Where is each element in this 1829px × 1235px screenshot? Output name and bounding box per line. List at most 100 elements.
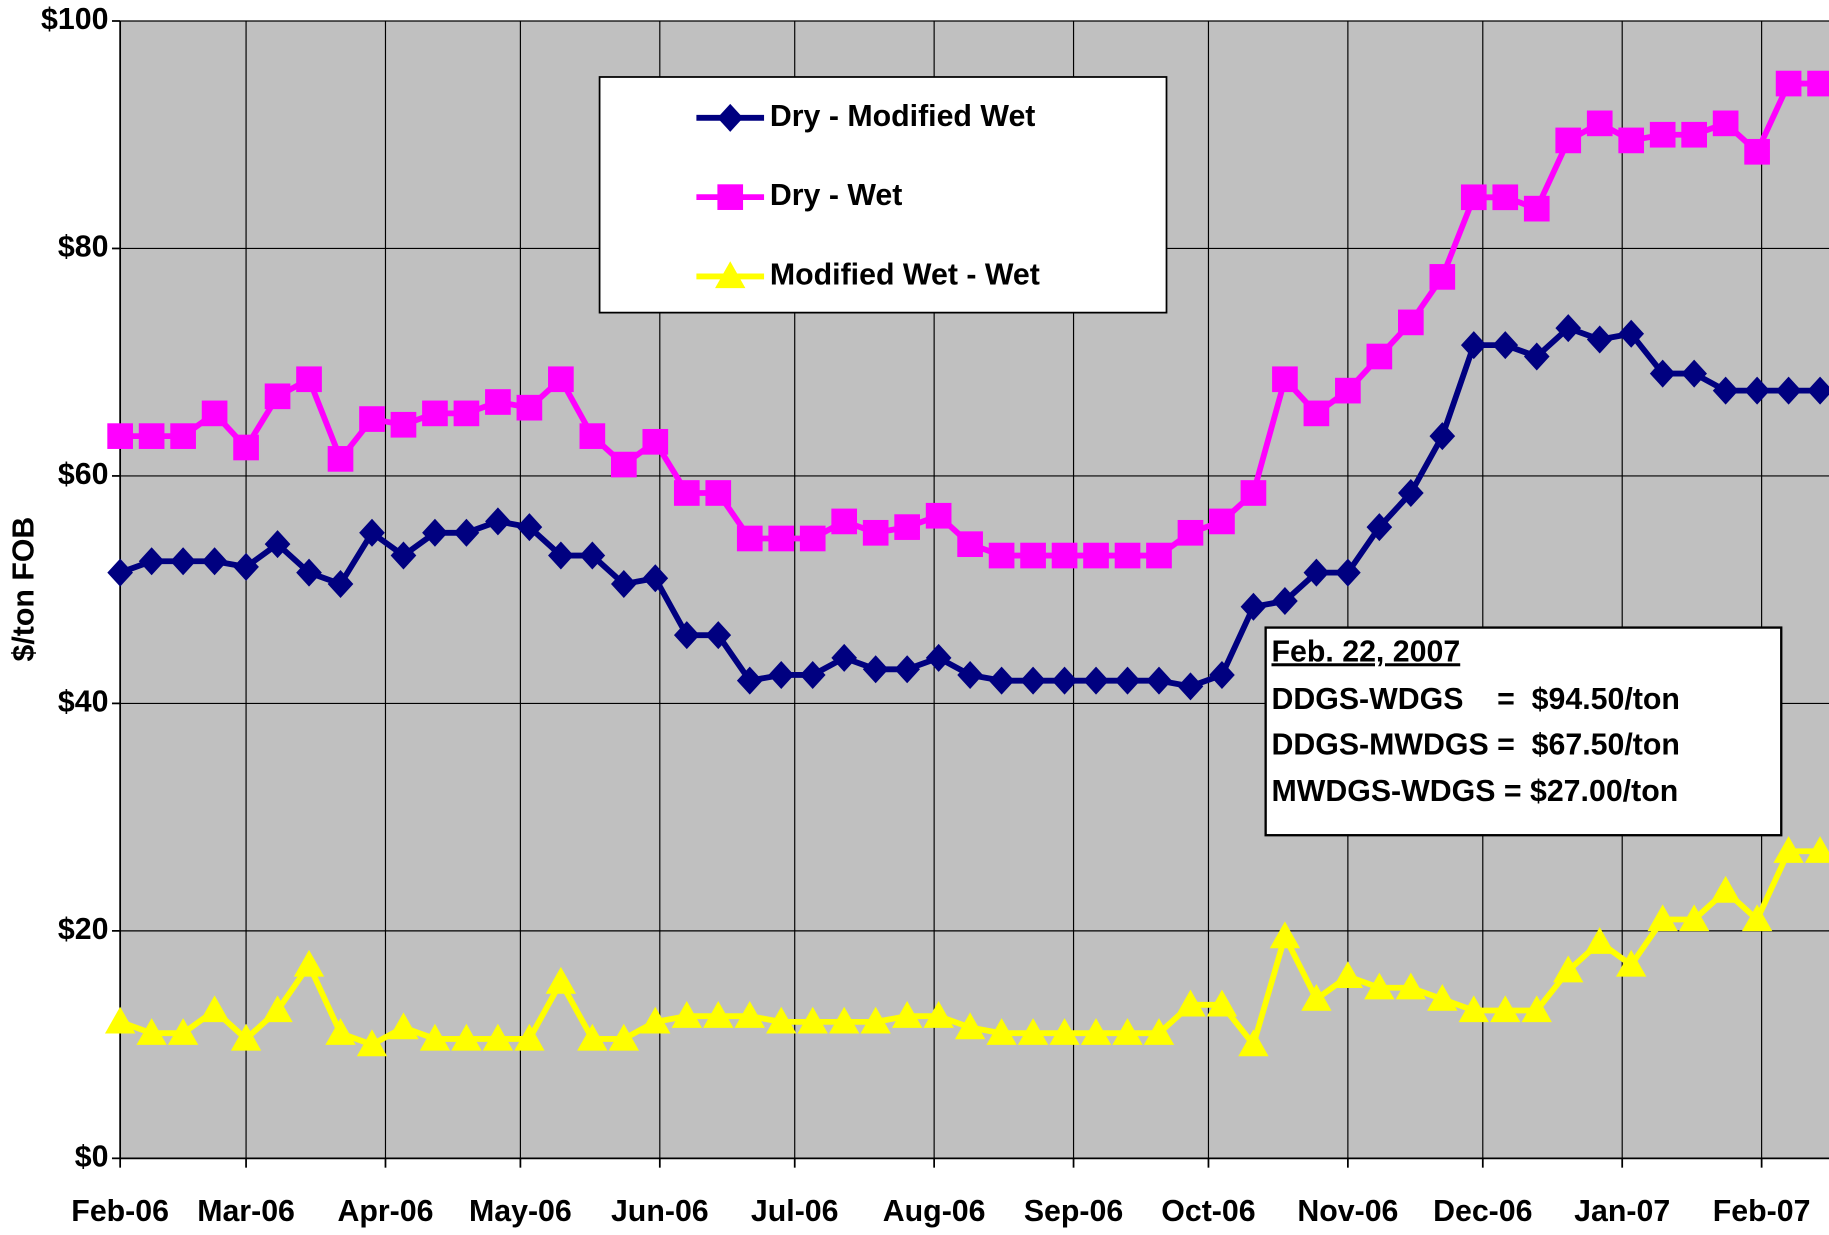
- marker: [640, 1006, 671, 1034]
- marker: [862, 655, 889, 684]
- marker: [359, 518, 385, 547]
- marker: [1335, 377, 1361, 404]
- marker: [325, 1018, 356, 1045]
- marker: [1272, 366, 1298, 393]
- marker: [986, 1018, 1017, 1045]
- x-tick-label: Sep-06: [1024, 1195, 1123, 1228]
- marker: [1017, 1018, 1049, 1045]
- marker: [1364, 972, 1395, 1000]
- marker: [1143, 1018, 1175, 1045]
- marker: [1240, 592, 1267, 621]
- marker: [1586, 110, 1613, 137]
- legend-box: [598, 76, 1168, 314]
- marker: [1332, 961, 1364, 989]
- marker: [799, 525, 826, 552]
- marker: [233, 434, 259, 461]
- marker: [766, 1006, 797, 1034]
- annotation-box: [1264, 626, 1783, 837]
- marker: [1209, 660, 1235, 689]
- marker: [262, 995, 293, 1023]
- marker: [579, 423, 606, 449]
- marker: [1020, 542, 1046, 569]
- marker: [831, 643, 858, 672]
- marker: [1804, 836, 1829, 863]
- y-tick-label: $60: [58, 458, 109, 491]
- marker: [1744, 138, 1770, 165]
- marker: [104, 1006, 136, 1034]
- marker: [608, 1023, 639, 1051]
- marker: [1555, 314, 1582, 343]
- marker: [1807, 70, 1829, 97]
- x-tick-label: Feb-07: [1713, 1195, 1811, 1228]
- x-tick-label: Apr-06: [337, 1195, 433, 1228]
- y-tick-label: $0: [75, 1140, 109, 1173]
- marker: [673, 480, 700, 506]
- marker: [671, 1001, 702, 1028]
- marker: [1080, 1018, 1112, 1045]
- marker: [327, 446, 354, 472]
- marker: [167, 1018, 199, 1045]
- marker: [514, 1023, 545, 1051]
- marker: [925, 502, 952, 529]
- marker: [138, 423, 165, 449]
- marker: [1206, 989, 1238, 1017]
- marker: [1146, 542, 1172, 569]
- marker: [736, 525, 763, 552]
- annotation-line: DDGS-WDGS = $94.50/ton: [1271, 683, 1679, 716]
- marker: [1114, 666, 1141, 695]
- marker: [1681, 359, 1707, 388]
- marker: [1301, 983, 1332, 1011]
- marker: [1114, 542, 1141, 569]
- marker: [1209, 508, 1235, 535]
- annotation-line: DDGS-MWDGS = $67.50/ton: [1271, 729, 1679, 762]
- x-tick-label: Jul-06: [751, 1195, 839, 1228]
- chart-body: Dry - Modified Wet Dry - Wet Modified Wet …: [8, 3, 1829, 1228]
- marker: [264, 383, 291, 410]
- x-tick-label: Jun-06: [611, 1195, 709, 1228]
- marker: [545, 966, 577, 994]
- marker: [891, 1001, 923, 1028]
- marker: [201, 400, 228, 427]
- marker: [1681, 121, 1707, 148]
- marker: [293, 949, 325, 977]
- marker: [705, 480, 732, 506]
- marker: [1366, 343, 1393, 370]
- marker: [388, 1012, 419, 1040]
- x-tick-label: Feb-06: [71, 1195, 169, 1228]
- marker: [1618, 127, 1645, 154]
- x-tick-label: May-06: [469, 1195, 572, 1228]
- marker: [705, 621, 732, 650]
- marker: [1712, 110, 1739, 137]
- marker: [1523, 195, 1550, 222]
- legend-label: Modified Wet - Wet: [770, 258, 1040, 291]
- marker: [230, 1023, 262, 1051]
- marker: [1553, 955, 1584, 983]
- marker: [1177, 519, 1204, 546]
- marker: [642, 428, 669, 455]
- marker: [451, 1023, 482, 1051]
- annotation-title: Feb. 22, 2007: [1271, 635, 1460, 668]
- marker: [136, 1018, 167, 1045]
- annotation-line: MWDGS-WDGS = $27.00/ton: [1271, 775, 1678, 808]
- marker: [957, 531, 983, 558]
- x-tick-label: Aug-06: [883, 1195, 986, 1228]
- marker: [1083, 542, 1109, 569]
- marker: [390, 411, 417, 438]
- marker: [359, 406, 385, 432]
- marker: [485, 389, 511, 415]
- marker: [577, 1023, 608, 1051]
- y-tick-label: $20: [58, 913, 109, 946]
- marker: [1051, 666, 1078, 695]
- marker: [1238, 1029, 1269, 1057]
- marker: [1303, 400, 1330, 427]
- y-tick-label: $80: [58, 230, 109, 263]
- marker: [1458, 995, 1489, 1023]
- marker: [1490, 995, 1521, 1023]
- legend-marker: [717, 184, 744, 210]
- marker: [1146, 666, 1172, 695]
- marker: [1807, 376, 1829, 405]
- marker: [829, 1006, 860, 1034]
- marker: [925, 643, 952, 672]
- marker: [548, 366, 574, 393]
- marker: [419, 1023, 451, 1051]
